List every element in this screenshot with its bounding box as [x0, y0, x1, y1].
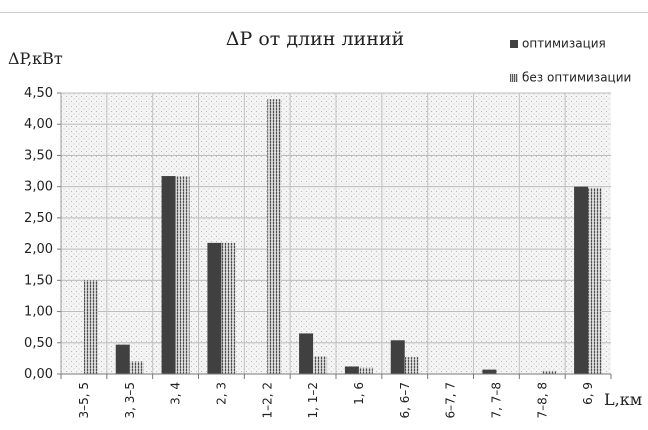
- legend-label-series-2: без оптимизации: [522, 70, 632, 85]
- x-tick-label: 7, 7–8: [489, 382, 503, 419]
- y-tick-label: 3,50: [24, 148, 53, 163]
- bar-series-2: [542, 370, 557, 374]
- y-tick-label: 4,50: [24, 86, 53, 101]
- x-tick-label: 6–7, 7: [444, 382, 458, 419]
- bar-series-1: [344, 366, 359, 374]
- x-tick-label: 1–2, 2: [260, 382, 274, 419]
- x-tick-label: 6, 9: [581, 382, 595, 405]
- x-axis-label: L,км: [604, 390, 643, 409]
- y-tick-label: 3,00: [24, 180, 53, 195]
- bar-series-1: [574, 186, 589, 374]
- y-tick-label: 4,00: [24, 117, 53, 132]
- bar-series-2: [358, 367, 373, 374]
- legend: оптимизация без оптимизации: [510, 36, 648, 104]
- legend-item-series-2: без оптимизации: [510, 70, 648, 90]
- legend-swatch-series-2: [510, 73, 518, 82]
- y-tick-label: 2,00: [24, 242, 53, 257]
- bar-series-2: [175, 176, 190, 374]
- bar-series-2: [129, 361, 144, 374]
- y-axis-label: ΔP,кВт: [8, 49, 63, 68]
- bar-series-2: [221, 242, 236, 374]
- bar-series-2: [83, 280, 98, 374]
- bar-series-1: [161, 176, 176, 374]
- y-tick-label: 1,00: [24, 305, 53, 320]
- bar-series-1: [390, 340, 405, 374]
- legend-label-series-1: оптимизация: [522, 36, 606, 51]
- x-tick-label: 7–8, 8: [535, 382, 549, 419]
- x-tick-label: 1, 1–2: [306, 382, 320, 419]
- x-tick-label: 1, 6: [352, 382, 366, 405]
- x-tick-label: 3, 4: [169, 382, 183, 405]
- bar-series-1: [115, 344, 130, 374]
- top-rule: [0, 12, 648, 13]
- y-tick-label: 2,50: [24, 211, 53, 226]
- bar-series-2: [404, 357, 419, 374]
- bar-series-2: [267, 99, 282, 374]
- x-tick-label: 3, 3–5: [123, 382, 137, 419]
- chart-title: ΔP от длин линий: [225, 28, 405, 50]
- bar-series-1: [207, 242, 222, 374]
- y-tick-label: 0,00: [24, 367, 53, 382]
- legend-item-series-1: оптимизация: [510, 36, 648, 56]
- legend-swatch-series-1: [510, 39, 518, 48]
- x-tick-label: 6, 6–7: [398, 382, 412, 419]
- y-tick-label: 1,50: [24, 273, 53, 288]
- bar-series-2: [313, 356, 328, 374]
- bar-series-2: [588, 187, 603, 374]
- bar-series-1: [299, 333, 314, 374]
- y-tick-label: 0,50: [24, 336, 53, 351]
- bar-series-1: [482, 369, 497, 374]
- x-tick-label: 2, 3: [214, 382, 228, 405]
- x-tick-label: 3–5, 5: [77, 382, 91, 419]
